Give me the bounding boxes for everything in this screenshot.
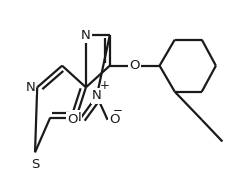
Text: O: O <box>109 113 120 126</box>
Text: N: N <box>25 81 35 94</box>
Text: O: O <box>130 59 140 72</box>
Text: N: N <box>81 29 91 42</box>
Text: S: S <box>31 158 39 171</box>
Text: +: + <box>100 79 110 92</box>
Text: N: N <box>92 90 102 103</box>
Text: O: O <box>67 113 78 126</box>
Text: N: N <box>71 111 81 124</box>
Text: −: − <box>113 104 123 117</box>
